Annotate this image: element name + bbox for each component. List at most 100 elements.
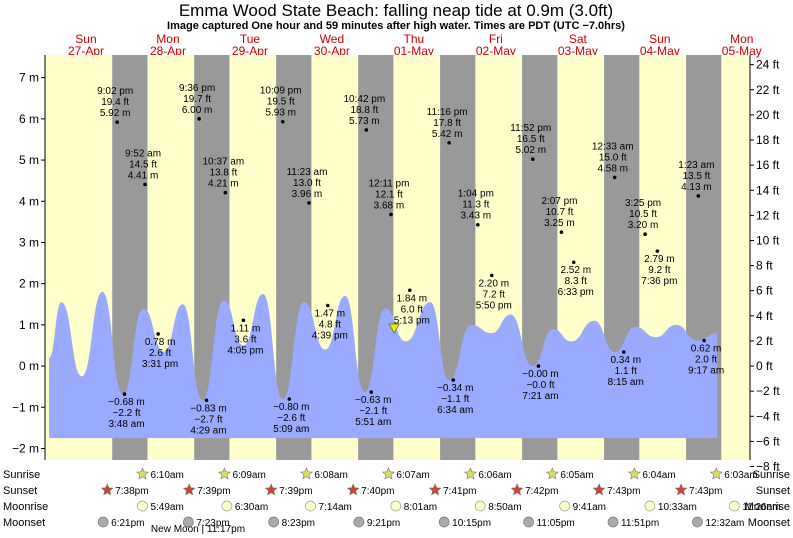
extreme-label: 6.00 m [182,105,213,116]
extreme-point [115,120,119,124]
left-tick-label: 6 m [19,112,39,126]
axes: 7 m 6 m 5 m 4 m 3 m 2 m 1 m 0 m −1 m −2 m 24 ft 22 … [12,55,780,474]
right-tick-label: −4 ft [756,409,780,423]
row-event-time: 7:42pm [525,486,558,497]
row-event-time: 6:06am [478,470,511,481]
right-tick-label: 0 ft [756,359,773,373]
sunset-icon [674,483,688,496]
extreme-point [571,260,576,265]
right-tick-label: −6 ft [756,434,780,448]
row-event-time: 12:32am [705,518,744,529]
day-header-dow: Tue [240,32,261,46]
right-tick-label: 8 ft [756,259,773,273]
right-tick-label: 16 ft [756,158,780,172]
right-tick-label: −2 ft [756,384,780,398]
extreme-label: −2.6 ft [277,413,305,424]
extreme-point [559,230,564,234]
extreme-label: 2.20 m [478,278,509,289]
moonset-icon [268,516,279,528]
extreme-label: −2.2 ft [112,408,140,419]
row-event-time: 9:21pm [367,518,400,529]
row-label-left: Sunset [3,485,37,497]
moonset-icon [353,516,365,528]
day-header-date: 01-May [394,44,434,58]
extreme-label: 11:16 pm [427,107,468,118]
day-header-dow: Sat [569,32,588,46]
day-header-date: 30-Apr [314,44,350,58]
extreme-label: 3.25 m [544,218,575,229]
right-tick-label: 12 ft [756,208,780,222]
row-event-time: 7:40pm [361,486,394,497]
day-header-dow: Sun [75,32,96,46]
extreme-point [204,398,209,403]
extreme-label: 8.3 ft [565,276,587,287]
extreme-label: 5.42 m [432,129,463,140]
row-event-time: 6:09am [232,470,265,481]
extreme-label: −2.7 ft [194,414,222,425]
sunrise-icon [136,467,149,480]
sunrise-icon [627,467,641,480]
extreme-label: 9:17 am [688,366,724,377]
extreme-label: 9:52 am [125,148,161,159]
left-tick-label: 3 m [19,235,39,249]
extreme-point [197,117,201,121]
extreme-label: 11:52 pm [510,123,551,134]
extreme-label: −1.1 ft [441,394,469,405]
extreme-label: 3:48 am [108,419,144,430]
extreme-label: 11:23 am [286,167,327,178]
row-event-time: 7:39pm [279,486,312,497]
extreme-label: 4.58 m [597,163,628,174]
row-label-right: Sunrise [753,469,790,481]
extreme-label: 19.7 ft [183,94,211,105]
extreme-label: 1:04 pm [458,189,494,200]
right-tick-label: 6 ft [756,284,773,298]
extreme-label: 3.6 ft [234,334,256,345]
row-event-time: 7:41pm [443,486,476,497]
extreme-label: 3:25 pm [625,198,661,209]
day-headers: Sun27-AprMon28-AprTue29-AprWed30-AprThu0… [68,32,762,58]
moonrise-icon [474,500,486,512]
moonset-icon [607,516,619,528]
extreme-label: 16.5 ft [517,134,545,145]
day-header-date: 03-May [558,44,598,58]
row-event-time: 6:05am [560,470,593,481]
extreme-label: 4.21 m [208,179,239,190]
extreme-point [643,232,647,237]
moonset-icon [692,516,703,528]
extreme-label: 0.78 m [145,337,176,348]
day-header-dow: Wed [320,32,344,46]
extreme-label: 13.5 ft [682,171,710,182]
right-tick-label: 18 ft [756,133,780,147]
extreme-point [489,273,494,278]
extreme-label: 2.6 ft [149,348,171,359]
extreme-label: −0.00 m [522,369,558,380]
astro-rows: Sunrise Sunrise 6:10am 6:09am 6:08am 6:07am 6:… [3,467,790,529]
extreme-label: 12:33 am [592,141,634,152]
row-event-time: 7:38pm [115,486,148,497]
extreme-label: 18.8 ft [350,105,378,116]
row-label-right: Sunset [756,485,790,497]
extreme-label: 2.79 m [644,254,675,265]
extreme-point [241,318,246,323]
extreme-label: 12:11 pm [368,178,409,189]
row-event-time: 8:23pm [282,518,315,529]
day-header-date: 02-May [476,44,516,58]
extreme-label: 3.43 m [461,211,492,222]
extreme-label: 6:33 pm [558,287,594,298]
day-header-date: 29-Apr [232,44,268,58]
moonrise-icon [137,500,148,512]
extreme-label: 1.47 m [315,308,346,319]
extreme-point [223,190,228,195]
extreme-label: 1.11 m [230,323,260,334]
extreme-label: 3.96 m [292,189,323,200]
row-event-time: 6:10am [150,470,183,481]
extreme-label: 1:23 am [678,160,714,171]
extreme-label: 6:34 am [437,405,473,416]
extreme-point [156,332,160,336]
sunset-icon [264,483,278,496]
extreme-label: 2.0 ft [695,355,717,366]
extreme-label: 6.0 ft [401,304,423,315]
moonrise-icon [221,500,233,512]
